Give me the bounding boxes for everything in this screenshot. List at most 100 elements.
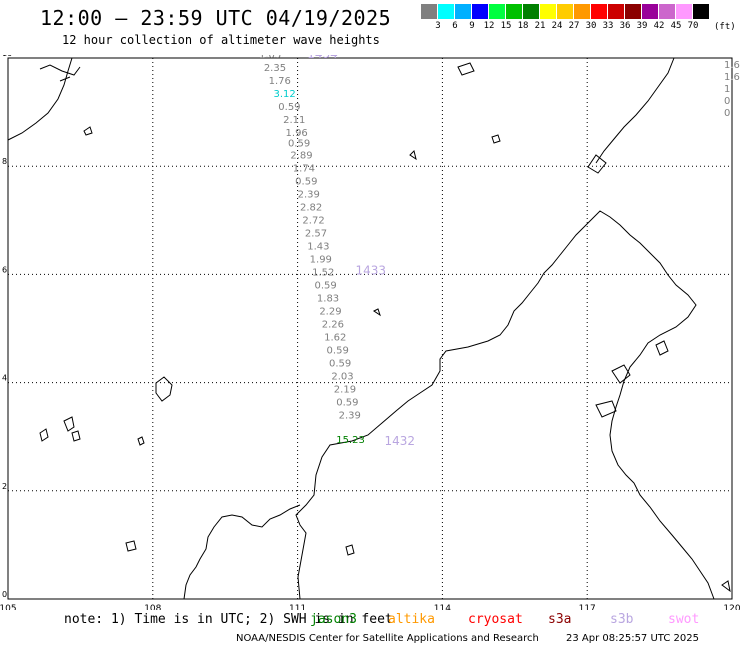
satellite-legend-swot: swot	[668, 612, 700, 627]
wave-height-value: 2.89	[290, 151, 312, 162]
scale-swatch	[489, 4, 506, 19]
pass-ids: 1434 1433 1432	[307, 55, 415, 448]
scale-swatch	[438, 4, 455, 19]
wave-height-value: 0.59	[336, 397, 358, 408]
scale-swatch	[659, 4, 676, 19]
scale-swatch	[642, 4, 659, 19]
map-title: 12:00 – 23:59 UTC 04/19/2025	[40, 6, 392, 30]
scale-label: 3	[435, 21, 441, 31]
scale-swatch	[591, 4, 608, 19]
wave-height-value: 1.83	[317, 293, 339, 304]
lon-tick-label: 105	[0, 604, 17, 610]
pass-id-label: 1432	[384, 434, 415, 448]
satellite-legend-jason3: jason3	[310, 612, 357, 627]
scale-swatch	[472, 4, 489, 19]
wave-height-value: 1.74	[293, 164, 315, 175]
altimeter-observations: 1.052.351.763.120.592.111.960.592.891.74…	[259, 55, 365, 446]
lat-tick-label: 10	[2, 55, 12, 58]
scale-swatch	[693, 4, 710, 19]
scale-swatch	[676, 4, 693, 19]
color-scale-bar	[421, 4, 710, 19]
wave-height-value: 2.35	[264, 63, 286, 74]
wave-height-color-scale: 3 6 9 12 15 18 21 24 27 30 33 36 39 42 45 70	[421, 4, 710, 38]
wave-height-value: 2.11	[283, 115, 305, 126]
coastline-sarawak-bay	[183, 504, 301, 600]
wave-height-value: 1.43	[307, 242, 329, 253]
wave-height-value: 1.96	[286, 128, 308, 139]
scale-label: 33	[602, 21, 614, 31]
coastline-mekong-islet	[83, 126, 93, 136]
generated-timestamp: 23 Apr 08:25:57 UTC 2025	[566, 633, 699, 644]
wave-height-value: 2.29	[319, 306, 341, 317]
lat-tick-label: 8	[2, 157, 7, 166]
coastline-islet-i	[373, 308, 381, 317]
scale-swatch	[523, 4, 540, 19]
coastline-anambas-3	[71, 430, 81, 442]
coastline-anambas-1	[39, 428, 49, 442]
scale-label: 21	[534, 21, 546, 31]
scale-swatch	[574, 4, 591, 19]
coastline-islet-f	[611, 364, 631, 384]
scale-swatch	[421, 4, 438, 19]
scale-label: 39	[636, 21, 648, 31]
coastline-islet-d	[457, 62, 475, 76]
wave-height-value: 1.62	[324, 332, 346, 343]
wave-height-value: 2.39	[298, 190, 320, 201]
wave-height-value: 2.03	[331, 371, 353, 382]
axis-tick-labels: 1051081111141171200246810	[0, 55, 740, 610]
edge-readout: 1.6	[724, 72, 740, 83]
edge-readout: 0	[724, 108, 730, 119]
credit-line: NOAA/NESDIS Center for Satellite Applica…	[236, 633, 539, 644]
lon-tick-label: 120	[723, 604, 740, 610]
map-frame	[7, 57, 733, 600]
coastline-islet-k	[721, 580, 731, 593]
coastline-vietnam	[7, 57, 81, 141]
wave-height-value: 2.39	[339, 410, 361, 421]
coastlines	[7, 57, 731, 600]
wave-height-value: 2.26	[322, 319, 344, 330]
satellite-legend-s3b: s3b	[610, 612, 634, 627]
scale-label: 6	[452, 21, 458, 31]
coastline-borneo	[295, 210, 715, 600]
color-scale-labels: 3 6 9 12 15 18 21 24 27 30 33 36 39 42 45 70	[421, 19, 710, 33]
wave-height-value: 2.82	[300, 203, 322, 214]
scale-swatch	[540, 4, 557, 19]
scale-swatch	[455, 4, 472, 19]
map-subtitle: 12 hour collection of altimeter wave hei…	[62, 33, 380, 47]
coastline-natuna	[155, 376, 173, 402]
lon-tick-label: 117	[579, 604, 596, 610]
lat-tick-label: 4	[2, 374, 7, 383]
edge-readout: 1.6	[724, 60, 740, 71]
coastline-islet-j	[491, 134, 501, 144]
wave-height-value: 1.52	[312, 267, 334, 278]
coastline-islet-h	[655, 340, 669, 356]
scale-label: 70	[687, 21, 699, 31]
wave-height-value: 2.72	[302, 216, 324, 227]
scale-label: 9	[469, 21, 475, 31]
satellite-legend-altika: altika	[388, 612, 435, 627]
coastline-islet-g	[595, 400, 617, 418]
wave-height-value: 15.23	[336, 435, 365, 446]
wave-height-value: 1.76	[269, 76, 291, 87]
scale-swatch	[608, 4, 625, 19]
footer-note: note: 1) Time is in UTC; 2) SWH is in fe…	[64, 612, 393, 627]
lat-lon-grid	[8, 58, 732, 599]
wave-height-value: 3.12	[273, 89, 295, 100]
satellite-legend-s3a: s3a	[548, 612, 572, 627]
edge-readout: 1	[724, 84, 730, 95]
edge-readout: 0	[724, 96, 730, 107]
scale-label: 18	[517, 21, 529, 31]
wave-height-value: 2.19	[334, 384, 356, 395]
wave-height-value: 1.05	[259, 55, 281, 61]
coastline-islet-a	[137, 436, 145, 446]
lon-tick-label: 108	[144, 604, 161, 610]
scale-label: 45	[670, 21, 682, 31]
lon-tick-label: 111	[289, 604, 306, 610]
scale-swatch	[625, 4, 642, 19]
wave-height-value: 0.59	[288, 139, 310, 150]
scale-label: 27	[568, 21, 580, 31]
scale-label: 12	[483, 21, 495, 31]
wave-height-value: 0.59	[314, 280, 336, 291]
scale-label: 24	[551, 21, 563, 31]
